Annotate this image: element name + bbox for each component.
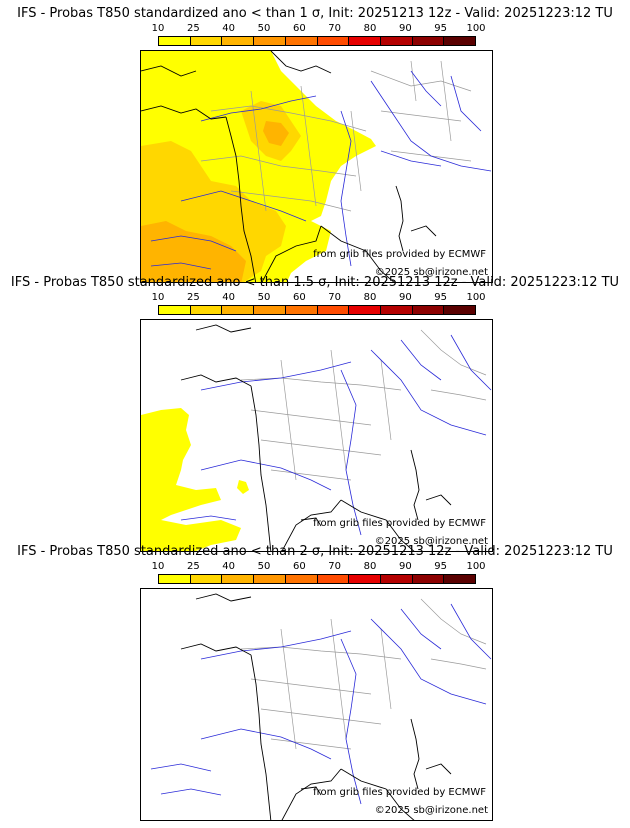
colorbar-ticks: 10 25 40 50 60 70 80 90 95 100: [0, 24, 630, 35]
colorbar-tick-label: 25: [186, 561, 200, 572]
rivers: [150, 603, 492, 805]
colorbar-segment: [159, 575, 191, 583]
colorbar-tick-label: 80: [363, 23, 377, 34]
probability-area-yellow: [141, 408, 241, 551]
colorbar-segment: [317, 306, 350, 314]
colorbar-segment: [285, 306, 318, 314]
data-source-credit: from grib files provided by ECMWF: [313, 249, 486, 260]
colorbar-segment: [254, 575, 286, 583]
coastline: [180, 593, 452, 820]
colorbar-segment: [349, 306, 381, 314]
coastline: [180, 324, 452, 551]
data-source-credit: from grib files provided by ECMWF: [313, 787, 486, 798]
colorbar-tick-label: 40: [222, 23, 236, 34]
copyright-credit: ©2025 sb@irizone.net: [374, 805, 488, 816]
colorbar-segment: [190, 575, 223, 583]
colorbar: [158, 36, 476, 46]
rivers: [180, 334, 492, 536]
colorbar-segment: [444, 575, 476, 583]
probability-area-orange-2: [263, 121, 289, 146]
colorbar-tick-label: 90: [398, 561, 412, 572]
colorbar-tick-label: 100: [466, 292, 486, 303]
colorbar-segment: [349, 37, 381, 45]
colorbar-segment: [444, 306, 476, 314]
colorbar-segment: [222, 575, 255, 583]
colorbar-segment: [285, 575, 318, 583]
colorbar-segment: [254, 306, 286, 314]
colorbar-segment: [254, 37, 286, 45]
colorbar-segment: [412, 306, 445, 314]
colorbar-tick-label: 95: [434, 23, 448, 34]
colorbar-tick-label: 80: [363, 292, 377, 303]
colorbar-tick-label: 100: [466, 23, 486, 34]
colorbar-tick-label: 25: [186, 23, 200, 34]
admin-borders: [200, 60, 472, 212]
colorbar-segment: [317, 37, 350, 45]
colorbar-tick-label: 70: [328, 292, 342, 303]
probability-map: from grib files provided by ECMWF ©2025 …: [140, 319, 493, 552]
colorbar-ticks: 10 25 40 50 60 70 80 90 95 100: [0, 562, 630, 573]
colorbar-tick-label: 10: [151, 23, 165, 34]
colorbar-segment: [349, 575, 381, 583]
probability-map: from grib files provided by ECMWF ©2025 …: [140, 50, 493, 283]
colorbar-segment: [412, 37, 445, 45]
colorbar-segment: [380, 306, 413, 314]
probability-area-orange: [141, 221, 246, 282]
colorbar-tick-label: 95: [434, 292, 448, 303]
colorbar-tick-label: 100: [466, 561, 486, 572]
colorbar-tick-label: 50: [257, 23, 271, 34]
colorbar-segment: [190, 37, 223, 45]
panel-title: IFS - Probas T850 standardized ano < tha…: [10, 275, 620, 290]
colorbar-segment: [190, 306, 223, 314]
colorbar-tick-label: 50: [257, 561, 271, 572]
panel-2: IFS - Probas T850 standardized ano < tha…: [0, 275, 630, 552]
colorbar-tick-label: 80: [363, 561, 377, 572]
colorbar-tick-label: 25: [186, 292, 200, 303]
colorbar-tick-label: 90: [398, 292, 412, 303]
colorbar: [158, 574, 476, 584]
colorbar-tick-label: 60: [292, 292, 306, 303]
colorbar-segment: [317, 575, 350, 583]
colorbar-tick-label: 70: [328, 23, 342, 34]
colorbar: [158, 305, 476, 315]
colorbar-tick-label: 95: [434, 561, 448, 572]
colorbar-ticks: 10 25 40 50 60 70 80 90 95 100: [0, 293, 630, 304]
colorbar-segment: [222, 306, 255, 314]
colorbar-segment: [380, 575, 413, 583]
probability-area-yellow-2: [237, 480, 249, 494]
colorbar-segment: [159, 306, 191, 314]
colorbar-tick-label: 70: [328, 561, 342, 572]
copyright-credit: ©2025 sb@irizone.net: [374, 536, 488, 547]
colorbar-tick-label: 10: [151, 561, 165, 572]
colorbar-tick-label: 60: [292, 23, 306, 34]
colorbar-segment: [285, 37, 318, 45]
admin-borders: [240, 329, 487, 481]
colorbar-tick-label: 90: [398, 23, 412, 34]
panel-title: IFS - Probas T850 standardized ano < tha…: [17, 544, 613, 559]
colorbar-segment: [380, 37, 413, 45]
panel-title: IFS - Probas T850 standardized ano < tha…: [17, 6, 613, 21]
admin-borders: [240, 598, 487, 750]
colorbar-tick-label: 50: [257, 292, 271, 303]
rivers: [150, 70, 492, 270]
colorbar-tick-label: 40: [222, 292, 236, 303]
colorbar-segment: [159, 37, 191, 45]
colorbar-segment: [412, 575, 445, 583]
colorbar-segment: [222, 37, 255, 45]
colorbar-segment: [444, 37, 476, 45]
coastline: [141, 51, 437, 282]
probability-map: from grib files provided by ECMWF ©2025 …: [140, 588, 493, 821]
colorbar-tick-label: 10: [151, 292, 165, 303]
colorbar-tick-label: 60: [292, 561, 306, 572]
panel-1: IFS - Probas T850 standardized ano < tha…: [0, 6, 630, 283]
data-source-credit: from grib files provided by ECMWF: [313, 518, 486, 529]
colorbar-tick-label: 40: [222, 561, 236, 572]
panel-3: IFS - Probas T850 standardized ano < tha…: [0, 544, 630, 821]
copyright-credit: ©2025 sb@irizone.net: [374, 267, 488, 278]
